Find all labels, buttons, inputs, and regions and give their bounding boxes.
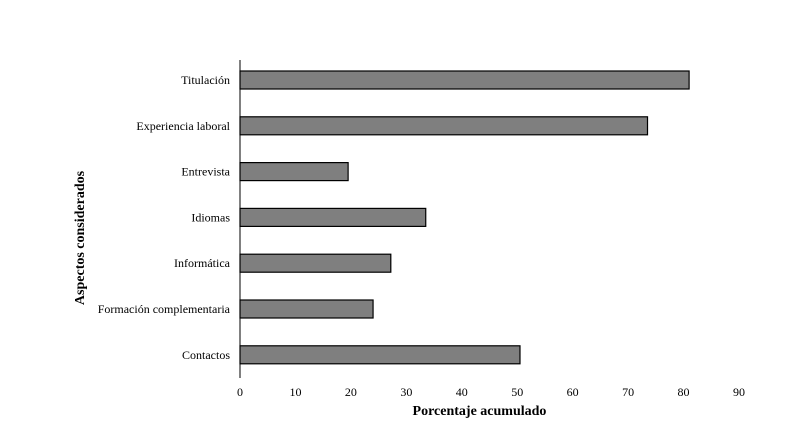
x-tick-label-1: 10 <box>289 385 301 399</box>
category-labels: Titulación Experiencia laboral Entrevista I… <box>98 73 231 362</box>
category-label-1: Experiencia laboral <box>136 119 230 133</box>
x-tick-label-9: 90 <box>733 385 745 399</box>
y-axis-title: Aspectos considerados <box>73 170 88 305</box>
x-tick-label-8: 80 <box>678 385 690 399</box>
bar-0 <box>239 70 690 90</box>
x-tick-labels: 0 10 20 30 40 50 60 70 80 90 <box>237 385 745 399</box>
category-label-2: Entrevista <box>181 165 230 179</box>
x-tick-label-6: 60 <box>567 385 579 399</box>
category-label-3: Idiomas <box>191 210 230 224</box>
x-axis-title: Porcentaje acumulado <box>413 404 547 419</box>
bar-3 <box>239 207 427 227</box>
x-tick-label-5: 50 <box>511 385 523 399</box>
x-tick-label-2: 20 <box>345 385 357 399</box>
category-label-6: Contactos <box>182 348 230 362</box>
x-tick-label-3: 30 <box>400 385 412 399</box>
bar-4 <box>239 253 392 273</box>
bar-5 <box>239 299 374 319</box>
x-tick-label-7: 70 <box>622 385 634 399</box>
bar-2 <box>239 162 349 182</box>
category-label-4: Informática <box>174 256 231 270</box>
category-label-0: Titulación <box>181 73 230 87</box>
category-label-5: Formación complementaria <box>98 302 231 316</box>
bar-6 <box>239 345 521 365</box>
bar-1 <box>239 116 649 136</box>
x-tick-label-0: 0 <box>237 385 243 399</box>
bars-group <box>239 70 690 365</box>
x-tick-label-4: 40 <box>456 385 468 399</box>
